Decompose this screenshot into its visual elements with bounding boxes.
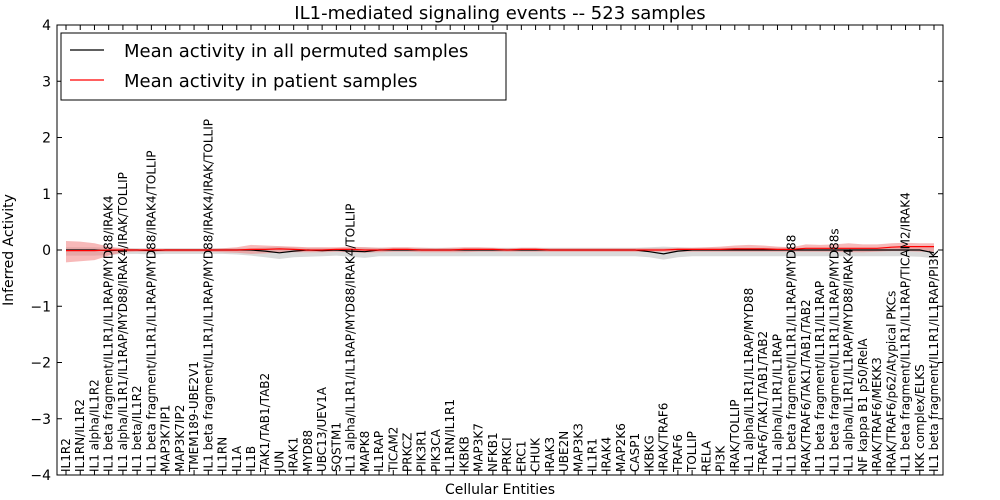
x-tick-label: MYD88 — [301, 430, 315, 472]
x-tick-label: IL1 beta fragment/IL1R1/IL1RAP/TICAM2/IR… — [899, 192, 913, 472]
x-tick-label: IL1 beta fragment/IL1R1/IL1RAP/MYD88/IRA… — [201, 119, 215, 472]
x-tick-label: IL1 alpha/IL1R2 — [88, 379, 102, 472]
y-tick-label: −2 — [30, 356, 51, 372]
x-tick-label: MAP3K7IP1 — [159, 405, 173, 472]
x-tick-label: TOLLIP — [685, 431, 699, 473]
y-tick-label: −3 — [30, 412, 51, 428]
x-tick-label: RELA — [699, 440, 713, 472]
y-axis-label: Inferred Activity — [1, 194, 17, 306]
x-tick-label: IKK complex/ELKS — [913, 364, 927, 472]
x-tick-label: IRAK/TOLLIP — [728, 400, 742, 472]
x-tick-label: IL1RN/IL1R2 — [73, 399, 87, 472]
x-tick-label: IL1 alpha/IL1R1/IL1RAP/MYD88 — [742, 288, 756, 472]
x-tick-label: TICAM2 — [386, 427, 400, 473]
y-axis: 4 3 2 1 0 −1 −2 −3 −4 — [30, 18, 943, 484]
x-tick-label: IL1B — [244, 446, 258, 472]
x-tick-label: IL1RN — [216, 437, 230, 472]
x-tick-label: IL1RN/IL1R1 — [443, 399, 457, 472]
x-tick-label: MAP3K7 — [472, 423, 486, 472]
y-tick-label: 3 — [42, 74, 51, 90]
x-tick-label: IL1 beta fragment/IL1R1/IL1RAP/MYD88/IRA… — [144, 151, 158, 472]
x-tick-label: PI3K — [714, 445, 728, 472]
legend-label-permuted: Mean activity in all permuted samples — [124, 41, 468, 62]
x-tick-label: IL1 beta fragment/IL1R1/IL1RAP/MYD88 — [785, 235, 799, 472]
x-tick-label: PIK3R1 — [415, 430, 429, 472]
x-tick-label: CASP1 — [628, 433, 642, 472]
x-tick-labels: IL1R2 IL1RN/IL1R2 IL1 alpha/IL1R2 IL1 beta … — [59, 119, 941, 473]
x-tick-label: TRAF6/TAK1/TAB1/TAB2 — [756, 331, 770, 473]
x-tick-label: PRKCI — [500, 437, 514, 472]
x-tick-label: SQSTM1 — [329, 422, 343, 472]
confidence-bands — [66, 241, 934, 263]
y-tick-label: 0 — [42, 243, 51, 259]
x-tick-label: NFKB1 — [486, 432, 500, 472]
x-tick-label: IKBKG — [642, 435, 656, 472]
x-tick-label: IL1 alpha/IL1R1/IL1RAP/MYD88/IRAK4/IRAK/… — [116, 172, 130, 472]
x-tick-label: IRAK/TRAF6/TAK1/TAB1/TAB2 — [799, 299, 813, 472]
x-axis-ticks — [65, 25, 935, 475]
x-tick-label: JUN — [272, 451, 286, 473]
x-tick-label: IRAK/TRAF6 — [657, 403, 671, 472]
x-tick-label: TRAF6 — [671, 434, 685, 473]
x-tick-label: IL1 alpha/IL1R1/IL1RAP/MYD88/IRAK4/TOLLI… — [344, 204, 358, 472]
x-tick-label: NF kappa B1 p50/RelA — [856, 338, 870, 472]
x-tick-label: IRAK3 — [543, 437, 557, 472]
x-tick-label: MAP3K3 — [571, 423, 585, 472]
band-patient — [66, 241, 934, 263]
x-tick-label: IL1 beta fragment/IL1R1/IL1RAP — [813, 281, 827, 472]
x-tick-label: IL1A — [230, 445, 244, 472]
y-tick-label: 1 — [42, 187, 51, 203]
x-tick-label: TAK1/TAB1/TAB2 — [258, 373, 272, 473]
x-tick-label: UBE2N — [557, 431, 571, 472]
x-tick-label: IL1 beta fragment/IL1R1/IL1RAP/MYD88s — [827, 228, 841, 472]
x-tick-label: UBC13/UEV1A — [315, 386, 329, 472]
series-line-patient — [66, 246, 934, 252]
x-tick-label: IKBKB — [457, 436, 471, 472]
x-tick-label: IRAK/TRAF6/p62/Atypical PKCs — [884, 291, 898, 472]
x-tick-label: TMEM189-UBE2V1 — [187, 361, 201, 473]
x-tick-label: MAPK8 — [358, 431, 372, 472]
x-tick-label: IL1R1 — [586, 438, 600, 472]
series-lines — [66, 246, 935, 255]
x-tick-label: IL1RAP — [372, 431, 386, 472]
y-tick-label: −4 — [30, 468, 51, 484]
x-tick-label: MAP2K6 — [614, 423, 628, 472]
legend-box — [60, 32, 507, 101]
x-axis-label: Cellular Entities — [445, 482, 555, 498]
x-tick-label: PRKCZ — [401, 433, 415, 472]
x-tick-label: IL1 beta fragment/IL1R1/IL1RAP/PI3K — [927, 249, 941, 472]
legend-label-patient: Mean activity in patient samples — [124, 71, 418, 92]
x-tick-label: IL1R2 — [59, 438, 73, 472]
y-tick-label: 4 — [42, 18, 51, 34]
x-tick-label: IRAK1 — [287, 437, 301, 472]
x-tick-label: MAP3K7IP2 — [173, 405, 187, 472]
x-tick-label: PIK3CA — [429, 428, 443, 472]
legend: Mean activity in all permuted samples Me… — [60, 32, 507, 101]
x-tick-label: IL1 alpha/IL1R1/IL1RAP — [771, 334, 785, 472]
x-tick-label: IL1 beta/IL1R2 — [130, 385, 144, 472]
x-tick-label: IRAK4 — [600, 437, 614, 472]
x-tick-label: IL1 beta fragment/IL1R1/IL1RAP/MYD88/IRA… — [102, 195, 116, 472]
x-tick-label: IRAK/TRAF6/MEKK3 — [870, 357, 884, 472]
x-tick-label: ERC1 — [514, 441, 528, 472]
x-tick-label: CHUK — [529, 437, 543, 472]
y-tick-label: −1 — [30, 299, 51, 315]
y-tick-label: 2 — [42, 131, 51, 147]
chart-title: IL1-mediated signaling events -- 523 sam… — [294, 3, 705, 24]
x-tick-label: IL1 alpha/IL1R1/IL1RAP/MYD88/IRAK4 — [842, 249, 856, 472]
